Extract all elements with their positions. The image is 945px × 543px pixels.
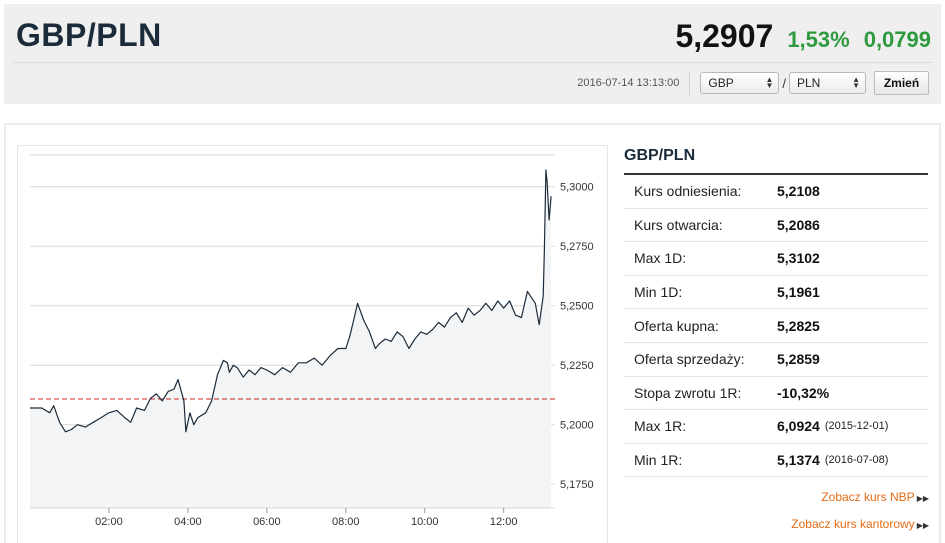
- details-row: Min 1R: 5,1374 (2016-07-08): [624, 444, 928, 478]
- intraday-chart: 5,1750 5,2000 5,2250 5,2500 5,2750 5,3000 02:0…: [17, 145, 608, 543]
- x-tick-label: 02:00: [95, 516, 123, 528]
- nbp-rate-link[interactable]: Zobacz kurs NBP ▶▶: [791, 490, 929, 517]
- details-row: Oferta sprzedaży: 5,2859: [624, 343, 928, 377]
- details-value: 5,1374: [777, 452, 820, 469]
- quote-header: GBP/PLN 5,2907 1,53% 0,0799 2016-07-14 1…: [4, 4, 941, 104]
- details-row: Max 1R: 6,0924 (2015-12-01): [624, 410, 928, 444]
- series-line: [30, 169, 552, 433]
- exchange-office-link-label: Zobacz kurs kantorowy: [791, 517, 915, 531]
- from-currency-select[interactable]: GBP ▲ ▼: [700, 72, 780, 94]
- details-label: Min 1R:: [634, 452, 683, 469]
- select-arrows-icon: ▲ ▼: [852, 75, 860, 90]
- quote-details: GBP/PLN Kurs odniesienia: 5,2108 Kurs ot…: [624, 147, 928, 478]
- details-label: Min 1D:: [634, 284, 683, 301]
- y-tick-label: 5,2500: [560, 301, 594, 313]
- exchange-office-rate-link[interactable]: Zobacz kurs kantorowy ▶▶: [791, 517, 929, 543]
- details-value: 5,2859: [777, 351, 820, 368]
- change-absolute: 0,0799: [863, 27, 931, 52]
- details-date: (2015-12-01): [824, 420, 889, 433]
- details-label: Stopa zwrotu 1R:: [634, 384, 742, 401]
- chart-svg: 5,1750 5,2000 5,2250 5,2500 5,2750 5,3000 02:0…: [30, 154, 594, 528]
- details-value: 5,1961: [777, 284, 820, 301]
- details-row: Kurs odniesienia: 5,2108: [624, 175, 928, 209]
- x-tick-label: 10:00: [411, 516, 439, 528]
- more-links: Zobacz kurs NBP ▶▶ Zobacz kurs kantorowy ▶…: [791, 490, 929, 543]
- details-label: Max 1R:: [634, 418, 687, 435]
- from-currency-value: GBP: [708, 76, 734, 90]
- details-row: Stopa zwrotu 1R: -10,32%: [624, 377, 928, 411]
- details-row: Min 1D: 5,1961: [624, 276, 928, 310]
- y-tick-label: 5,3000: [560, 182, 594, 194]
- details-row: Max 1D: 5,3102: [624, 242, 928, 276]
- details-label: Kurs odniesienia:: [634, 183, 742, 200]
- details-value: 5,2086: [777, 216, 820, 233]
- x-tick-label: 08:00: [332, 516, 360, 528]
- y-tick-label: 5,2750: [560, 241, 594, 253]
- double-arrow-icon: ▶▶: [916, 494, 929, 503]
- x-tick-label: 06:00: [253, 516, 281, 528]
- details-value: 5,3102: [777, 250, 820, 267]
- details-row: Kurs otwarcia: 5,2086: [624, 209, 928, 243]
- details-label: Oferta kupna:: [634, 317, 719, 334]
- x-tick-label: 04:00: [174, 516, 202, 528]
- change-percent: 1,53%: [787, 27, 850, 52]
- y-tick-label: 5,1750: [560, 479, 594, 491]
- y-tick-label: 5,2000: [560, 420, 594, 432]
- currency-controls: 2016-07-14 13:13:00 GBP ▲ ▼ / PLN ▲ ▼ Zmie…: [577, 71, 929, 95]
- details-date: (2016-07-08): [824, 454, 889, 467]
- select-arrows-icon: ▲ ▼: [765, 75, 774, 90]
- double-arrow-icon: ▶▶: [916, 521, 929, 530]
- to-currency-value: PLN: [797, 76, 821, 90]
- pair-title: GBP/PLN: [16, 17, 162, 53]
- details-title: GBP/PLN: [624, 147, 928, 175]
- x-tick-label: 12:00: [490, 516, 518, 528]
- details-label: Oferta sprzedaży:: [634, 351, 745, 368]
- nbp-rate-link-label: Zobacz kurs NBP: [821, 490, 915, 504]
- details-value: 5,2825: [777, 317, 820, 334]
- details-label: Max 1D:: [634, 250, 687, 267]
- details-row: Oferta kupna: 5,2825: [624, 309, 928, 343]
- y-tick-label: 5,2250: [560, 360, 594, 372]
- series-area: [30, 170, 552, 508]
- currency-separator: /: [782, 75, 786, 91]
- quote-timestamp: 2016-07-14 13:13:00: [577, 77, 680, 89]
- current-price: 5,2907: [675, 18, 774, 54]
- details-value: -10,32%: [777, 384, 830, 401]
- change-button[interactable]: Zmień: [874, 71, 929, 95]
- details-value: 5,2108: [777, 183, 820, 200]
- details-label: Kurs otwarcia:: [634, 216, 723, 233]
- header-divider: [12, 62, 933, 63]
- to-currency-select[interactable]: PLN ▲ ▼: [789, 72, 866, 94]
- controls-separator: [689, 71, 691, 95]
- price-row: 5,2907 1,53% 0,0799: [675, 18, 931, 55]
- details-value: 6,0924: [777, 418, 820, 435]
